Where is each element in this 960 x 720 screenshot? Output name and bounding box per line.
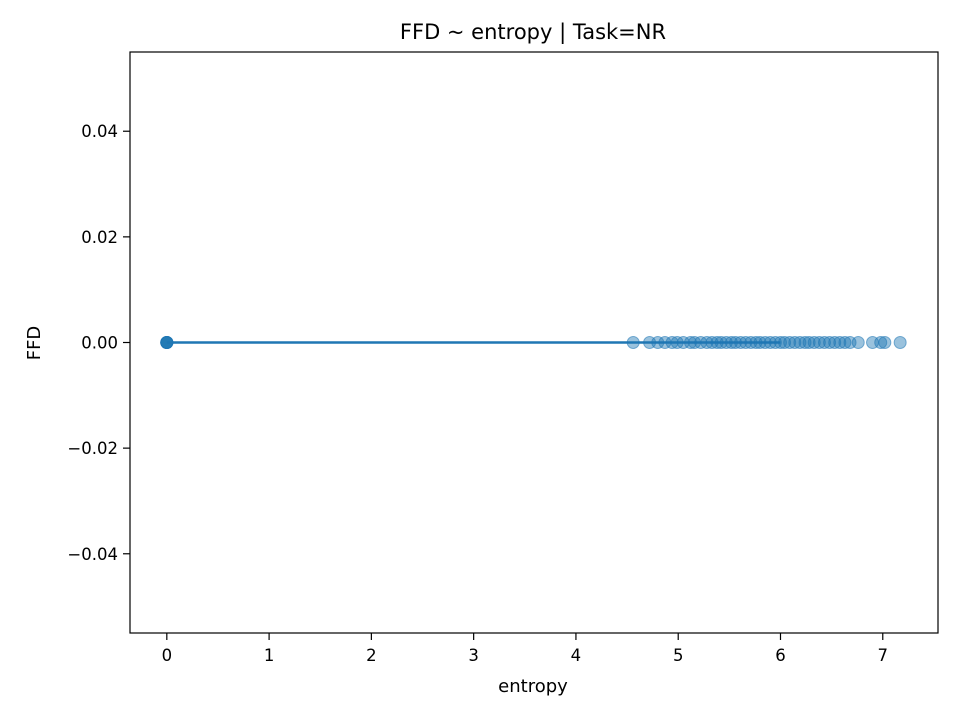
y-axis-label: FFD <box>24 326 45 361</box>
data-point <box>828 336 842 349</box>
data-point <box>758 336 772 349</box>
data-point <box>893 336 907 349</box>
data-point <box>714 336 728 349</box>
x-tick-label: 5 <box>673 646 684 665</box>
data-point <box>683 336 697 349</box>
y-tick-label: 0.02 <box>81 228 118 247</box>
x-axis-label: entropy <box>498 676 568 697</box>
data-point <box>749 336 763 349</box>
x-tick-label: 3 <box>468 646 479 665</box>
y-tick-label: 0.00 <box>81 334 118 353</box>
data-point <box>719 336 733 349</box>
data-point <box>851 336 865 349</box>
data-point <box>823 336 837 349</box>
x-tick-label: 7 <box>878 646 889 665</box>
data-point <box>773 336 787 349</box>
data-point <box>744 336 758 349</box>
data-point <box>700 336 714 349</box>
data-point <box>798 336 812 349</box>
data-point <box>160 336 174 349</box>
chart-title: FFD ~ entropy | Task=NR <box>400 20 666 45</box>
plot-marks <box>160 336 907 349</box>
x-axis: 0 1 2 3 4 5 6 7 <box>162 633 888 665</box>
data-point <box>817 336 831 349</box>
data-point <box>788 336 802 349</box>
data-point <box>705 336 719 349</box>
y-tick-label: −0.04 <box>67 545 118 564</box>
data-point <box>753 336 767 349</box>
data-point <box>724 336 738 349</box>
data-point <box>793 336 807 349</box>
data-point <box>838 336 852 349</box>
data-point <box>763 336 777 349</box>
y-tick-label: 0.04 <box>81 122 118 141</box>
y-tick-label: −0.02 <box>67 439 118 458</box>
x-tick-label: 6 <box>775 646 786 665</box>
data-point <box>812 336 826 349</box>
data-point <box>778 336 792 349</box>
data-point <box>768 336 782 349</box>
data-point <box>802 336 816 349</box>
x-tick-label: 4 <box>571 646 582 665</box>
data-point <box>734 336 748 349</box>
x-tick-label: 2 <box>366 646 377 665</box>
data-point <box>651 336 665 349</box>
data-point <box>833 336 847 349</box>
data-point <box>783 336 797 349</box>
data-point <box>626 336 640 349</box>
x-tick-label: 1 <box>264 646 275 665</box>
y-axis: −0.04 −0.02 0.00 0.02 0.04 <box>67 122 130 564</box>
data-point <box>878 336 892 349</box>
data-point <box>728 336 742 349</box>
data-point <box>807 336 821 349</box>
data-point <box>739 336 753 349</box>
data-point <box>665 336 679 349</box>
data-point <box>676 336 690 349</box>
data-point <box>874 336 888 349</box>
x-tick-label: 0 <box>162 646 173 665</box>
data-point <box>710 336 724 349</box>
